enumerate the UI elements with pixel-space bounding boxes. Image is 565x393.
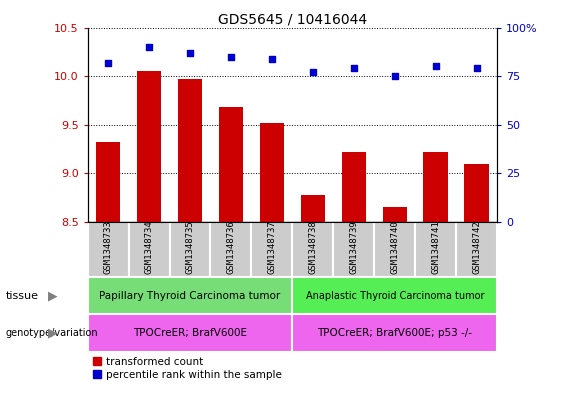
Point [431,63,440,70]
Bar [95,142,120,222]
Bar [333,222,374,277]
Text: tissue: tissue [6,291,38,301]
Text: GSM1348733: GSM1348733 [103,220,112,274]
Text: GSM1348735: GSM1348735 [185,220,194,274]
Point [185,50,194,56]
Bar [293,277,497,314]
Text: GSM1348734: GSM1348734 [145,220,154,274]
Bar [457,222,497,277]
Text: GSM1348741: GSM1348741 [431,220,440,274]
Bar [219,107,244,222]
Bar [301,195,325,222]
Bar [260,123,284,222]
Text: GSM1348737: GSM1348737 [267,220,276,274]
Text: GSM1348742: GSM1348742 [472,220,481,274]
Text: GSM1348738: GSM1348738 [308,220,318,274]
Bar [170,222,210,277]
Bar [88,277,293,314]
Text: GSM1348739: GSM1348739 [349,220,358,274]
Text: ▶: ▶ [47,327,58,340]
Bar [464,163,489,222]
Point [390,73,399,79]
Text: genotype/variation: genotype/variation [6,328,98,338]
Title: GDS5645 / 10416044: GDS5645 / 10416044 [218,12,367,26]
Point [103,59,112,66]
Bar [293,314,497,352]
Point [227,53,236,60]
Bar [88,314,293,352]
Text: Anaplastic Thyroid Carcinoma tumor: Anaplastic Thyroid Carcinoma tumor [306,291,484,301]
Text: ▶: ▶ [47,289,58,302]
Text: GSM1348740: GSM1348740 [390,220,399,274]
Text: Papillary Thyroid Carcinoma tumor: Papillary Thyroid Carcinoma tumor [99,291,281,301]
Bar [374,222,415,277]
Bar [177,79,202,222]
Bar [383,208,407,222]
Text: TPOCreER; BrafV600E; p53 -/-: TPOCreER; BrafV600E; p53 -/- [318,328,472,338]
Point [472,65,481,72]
Text: TPOCreER; BrafV600E: TPOCreER; BrafV600E [133,328,247,338]
Bar [415,222,457,277]
Bar [251,222,293,277]
Point [308,69,318,75]
Bar [424,152,448,222]
Legend: transformed count, percentile rank within the sample: transformed count, percentile rank withi… [93,357,282,380]
Bar [137,71,162,222]
Text: GSM1348736: GSM1348736 [227,220,236,274]
Bar [293,222,333,277]
Point [267,55,276,62]
Bar [211,222,251,277]
Point [349,65,358,72]
Bar [341,152,366,222]
Point [145,44,154,50]
Bar [88,222,129,277]
Bar [129,222,170,277]
